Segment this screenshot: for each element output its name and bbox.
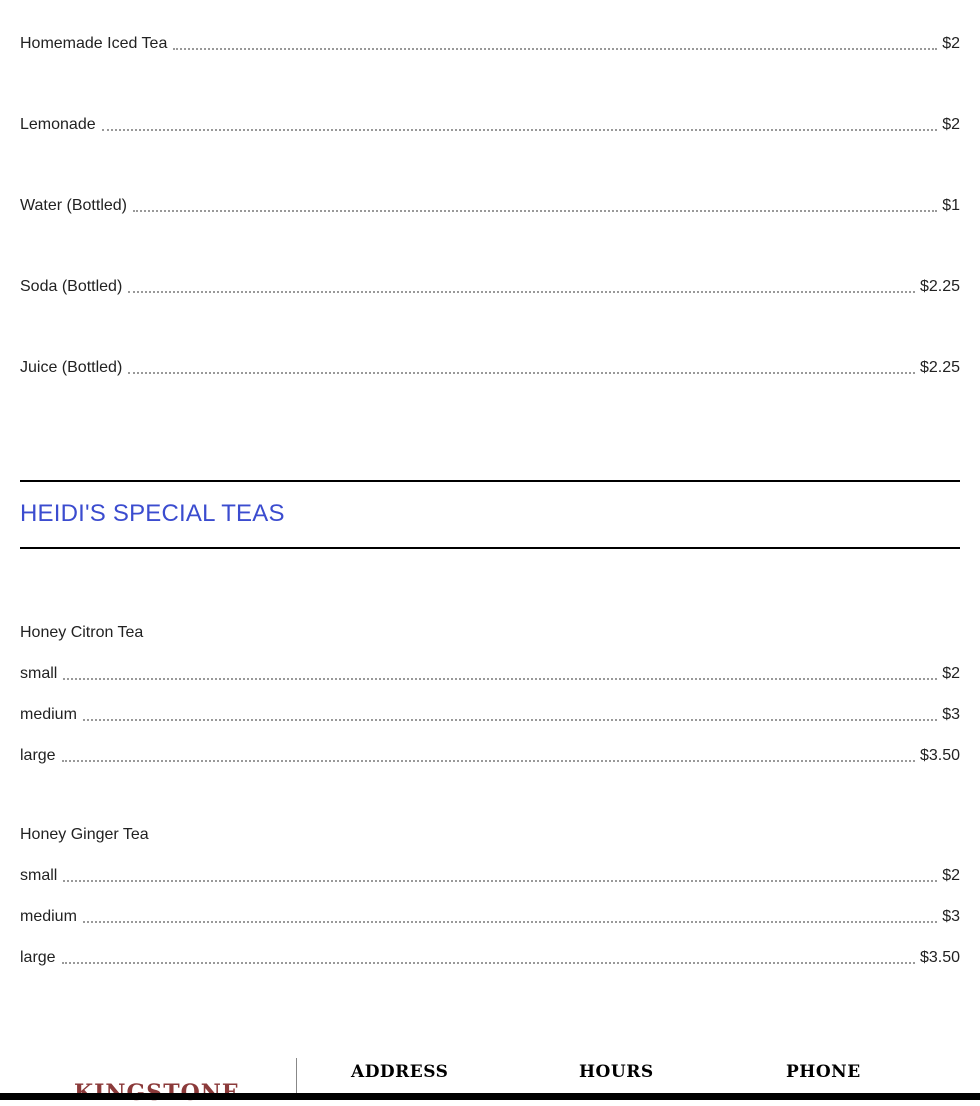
size-price: $3.50 [919, 747, 960, 764]
dotted-leader [82, 718, 938, 721]
item-price: $2.25 [919, 359, 960, 376]
dotted-leader [61, 759, 915, 762]
size-name: medium [20, 908, 77, 925]
size-name: medium [20, 706, 77, 723]
menu-item: Lemonade $2 [20, 111, 960, 135]
item-name: Lemonade [20, 116, 96, 133]
size-name: large [20, 949, 56, 966]
item-price: $2.25 [919, 278, 960, 295]
dotted-leader [173, 47, 938, 50]
size-name: large [20, 747, 56, 764]
hours-heading: HOURS [579, 1062, 654, 1082]
item-price: $2 [942, 35, 960, 52]
size-price: $2 [942, 867, 960, 884]
dotted-leader [63, 677, 938, 680]
section-divider-top [20, 480, 960, 482]
dotted-leader [101, 128, 938, 131]
section-title: HEIDI'S SPECIAL TEAS [20, 500, 285, 527]
dotted-leader [63, 879, 938, 882]
menu-item: Juice (Bottled) $2.25 [20, 354, 960, 378]
size-item: large $3.50 [20, 944, 960, 968]
item-name: Juice (Bottled) [20, 359, 123, 376]
dotted-leader [133, 209, 938, 212]
item-name: Soda (Bottled) [20, 278, 123, 295]
menu-item: Homemade Iced Tea $2 [20, 30, 960, 54]
size-price: $2 [942, 665, 960, 682]
item-name: Homemade Iced Tea [20, 35, 168, 52]
size-price: $3.50 [919, 949, 960, 966]
dotted-leader [61, 961, 915, 964]
size-item: small $2 [20, 660, 960, 684]
group-title: Honey Ginger Tea [20, 826, 149, 843]
phone-heading: PHONE [786, 1062, 861, 1082]
footer-divider [296, 1058, 297, 1094]
size-item: medium $3 [20, 701, 960, 725]
item-name: Water (Bottled) [20, 197, 127, 214]
dotted-leader [128, 290, 915, 293]
address-heading: ADDRESS [351, 1062, 449, 1082]
bottom-bar [0, 1093, 980, 1100]
size-price: $3 [942, 908, 960, 925]
size-item: large $3.50 [20, 742, 960, 766]
section-divider-bottom [20, 547, 960, 549]
dotted-leader [128, 371, 915, 374]
item-price: $2 [942, 116, 960, 133]
size-item: medium $3 [20, 903, 960, 927]
size-price: $3 [942, 706, 960, 723]
size-name: small [20, 665, 58, 682]
item-price: $1 [942, 197, 960, 214]
menu-item: Soda (Bottled) $2.25 [20, 273, 960, 297]
size-item: small $2 [20, 862, 960, 886]
menu-item: Water (Bottled) $1 [20, 192, 960, 216]
group-title: Honey Citron Tea [20, 624, 144, 641]
dotted-leader [82, 920, 938, 923]
size-name: small [20, 867, 58, 884]
